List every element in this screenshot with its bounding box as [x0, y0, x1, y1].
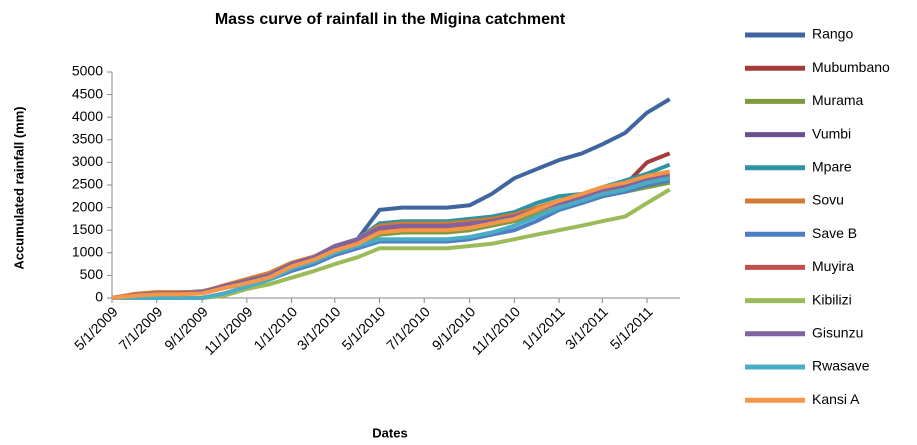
legend-label: Murama [812, 92, 864, 108]
series-line [111, 169, 671, 300]
y-tick-label: 2500 [72, 176, 103, 192]
x-tick-label: 5/1/2009 [71, 303, 121, 353]
y-tick-label: 500 [80, 266, 104, 282]
legend-label: Kansi A [812, 391, 860, 407]
legend-label: Sovu [812, 192, 844, 208]
y-tick-label: 5000 [72, 63, 103, 79]
legend-label: Vumbi [812, 125, 851, 141]
x-tick-label: 3/1/2011 [562, 303, 611, 352]
x-tick-label: 7/1/2009 [116, 303, 166, 353]
legend-label: Mpare [812, 159, 852, 175]
series-line [112, 176, 671, 300]
x-axis-label: Dates [372, 425, 407, 440]
legend-label: Save B [812, 225, 857, 241]
y-tick-label: 1000 [72, 244, 103, 260]
y-axis-label: Accumulated rainfall (mm) [11, 106, 26, 269]
y-tick-label: 1500 [72, 221, 103, 237]
legend-label: Rwasave [812, 358, 870, 374]
y-tick-label: 2000 [72, 198, 103, 214]
y-tick-label: 3000 [72, 153, 103, 169]
x-tick-label: 3/1/2010 [294, 303, 344, 353]
y-tick-label: 4000 [72, 108, 103, 124]
series-line [112, 187, 671, 300]
legend-label: Gisunzu [812, 325, 863, 341]
x-tick-label: 1/1/2011 [519, 303, 568, 352]
y-tick-label: 4500 [72, 85, 103, 101]
x-tick-label: 7/1/2010 [383, 303, 433, 353]
legend-label: Mubumbano [812, 59, 890, 75]
y-tick-label: 3500 [72, 131, 103, 147]
y-tick-label: 0 [95, 289, 103, 305]
x-tick-label: 5/1/2011 [607, 303, 656, 352]
legend-label: Kibilizi [812, 291, 852, 307]
legend-label: Muyira [812, 258, 854, 274]
chart-title: Mass curve of rainfall in the Migina cat… [215, 11, 566, 28]
x-tick-label: 11/1/2009 [201, 303, 256, 358]
x-tick-label: 1/1/2010 [250, 303, 300, 353]
x-tick-label: 11/1/2010 [468, 303, 523, 358]
legend-label: Rango [812, 26, 853, 42]
x-tick-label: 5/1/2010 [338, 303, 388, 353]
